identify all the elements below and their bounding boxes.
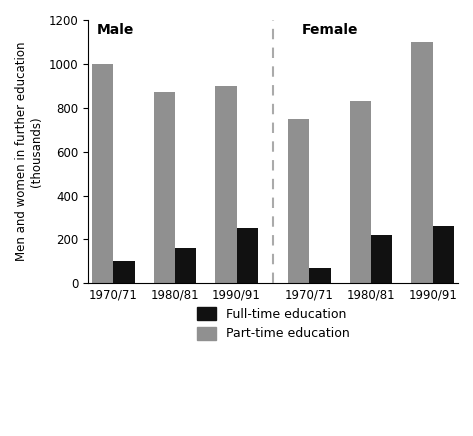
Bar — [215, 86, 236, 283]
Bar — [371, 235, 393, 283]
Bar — [236, 228, 258, 283]
Text: Female: Female — [302, 23, 358, 37]
Bar — [154, 92, 175, 283]
Bar — [288, 119, 309, 283]
Y-axis label: Men and women in further education
(thousands): Men and women in further education (thou… — [15, 42, 43, 262]
Bar — [309, 268, 331, 283]
Bar — [175, 248, 196, 283]
Bar — [350, 101, 371, 283]
Bar — [412, 42, 433, 283]
Bar — [92, 64, 113, 283]
Text: Male: Male — [97, 23, 134, 37]
Bar — [433, 226, 454, 283]
Legend: Full-time education, Part-time education: Full-time education, Part-time education — [192, 302, 354, 345]
Bar — [113, 261, 134, 283]
